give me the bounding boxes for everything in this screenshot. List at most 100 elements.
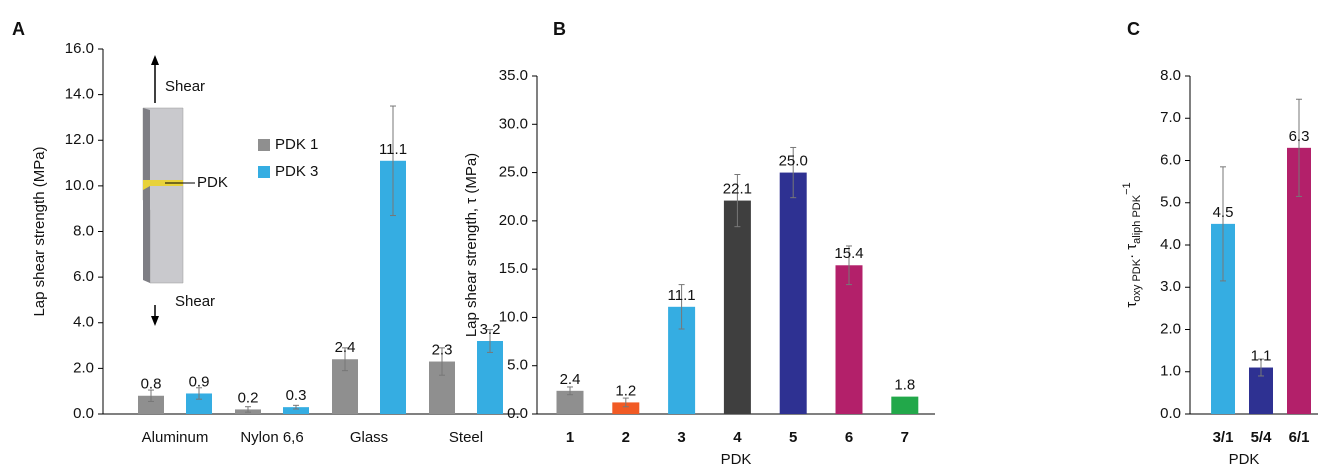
x-tick-label: 4 (733, 429, 742, 446)
error-bar (846, 245, 852, 286)
value-label: 1.2 (615, 382, 636, 399)
value-label: 0.2 (238, 389, 259, 406)
bar (891, 396, 919, 414)
error-bar (567, 386, 573, 396)
y-tick-label: 0.0 (507, 405, 528, 422)
y-axis-label-part: −1 (1121, 182, 1133, 195)
bar (556, 390, 584, 414)
y-tick-label: 8.0 (73, 222, 94, 239)
error-bar (439, 347, 445, 376)
y-tick-label: 16.0 (65, 40, 94, 57)
y-axis-label-part: aliph PDK (1131, 194, 1143, 244)
value-label: 25.0 (779, 153, 808, 170)
bar (477, 341, 503, 414)
y-axis-label: Lap shear strength (MPa) (31, 146, 48, 316)
annotation: PDK (197, 174, 228, 191)
value-label: 11.1 (668, 287, 696, 304)
error-bar (390, 105, 396, 217)
y-tick-label: 12.0 (65, 131, 94, 148)
y-tick-label: 25.0 (499, 164, 528, 181)
y-tick-label: 10.0 (499, 308, 528, 325)
x-tick-label: Nylon 6,6 (240, 429, 303, 446)
x-axis-label: PDK (1229, 451, 1260, 467)
value-label: 11.1 (379, 141, 407, 158)
x-tick-label: Glass (350, 429, 388, 446)
y-tick-label: 20.0 (499, 212, 528, 229)
legend-swatch (258, 166, 270, 178)
annotation: Shear (165, 78, 205, 95)
y-tick-label: 8.0 (1160, 67, 1181, 84)
y-tick-label: 4.0 (73, 314, 94, 331)
bar (723, 200, 751, 414)
x-tick-label: 1 (566, 429, 574, 446)
bar (835, 265, 863, 414)
bar (138, 395, 164, 414)
bar (779, 172, 807, 414)
value-label: 6.3 (1289, 128, 1310, 145)
error-bar (1220, 166, 1226, 282)
y-tick-label: 1.0 (1160, 363, 1181, 380)
value-label: 2.4 (560, 371, 581, 388)
bar (283, 407, 309, 414)
value-label: 2.3 (432, 342, 453, 359)
x-tick-label: Aluminum (142, 429, 209, 446)
x-tick-label: 7 (901, 429, 909, 446)
y-tick-label: 35.0 (499, 67, 528, 84)
error-bar (196, 387, 202, 400)
error-bar (1258, 358, 1264, 377)
annotation: Shear (175, 293, 215, 310)
y-tick-label: 0.0 (1160, 405, 1181, 422)
x-tick-label: Steel (449, 429, 483, 446)
y-tick-label: 3.0 (1160, 278, 1181, 295)
x-tick-label: 2 (622, 429, 630, 446)
y-tick-label: 5.0 (1160, 194, 1181, 211)
panel-label: A (12, 19, 25, 39)
error-bar (622, 397, 629, 408)
x-tick-label: 5/4 (1251, 429, 1273, 446)
value-label: 0.8 (141, 376, 162, 393)
error-bar (245, 406, 251, 413)
y-tick-label: 30.0 (499, 115, 528, 132)
error-bar (148, 389, 154, 402)
y-axis-label: Lap shear strength, τ (MPa) (463, 153, 480, 337)
value-label: 22.1 (723, 181, 752, 198)
inset-illustration (142, 55, 195, 326)
y-axis-label-part: · τ (1123, 244, 1140, 259)
x-tick-label: 3 (677, 429, 685, 446)
value-label: 0.3 (286, 387, 307, 404)
x-axis-label: PDK (721, 451, 752, 467)
x-tick-label: 3/1 (1213, 429, 1234, 446)
value-label: 3.2 (480, 321, 501, 338)
y-tick-label: 15.0 (499, 260, 528, 277)
y-tick-label: 7.0 (1160, 109, 1181, 126)
error-bar (293, 404, 299, 410)
legend-label: PDK 3 (275, 163, 318, 180)
x-tick-label: 6 (845, 429, 853, 446)
value-label: 1.1 (1251, 347, 1272, 364)
legend-swatch (258, 139, 270, 151)
panel-label: B (553, 19, 566, 39)
x-tick-label: 5 (789, 429, 797, 446)
y-tick-label: 2.0 (1160, 320, 1181, 337)
error-bar (734, 174, 741, 228)
bar (612, 402, 640, 414)
y-axis-label-part: oxy PDK (1131, 258, 1143, 301)
value-label: 15.4 (834, 245, 863, 262)
y-tick-label: 5.0 (507, 357, 528, 374)
error-bar (487, 329, 493, 353)
legend-label: PDK 1 (275, 136, 318, 153)
x-tick-label: 6/1 (1289, 429, 1310, 446)
value-label: 0.9 (189, 373, 210, 390)
panel-label: C (1127, 19, 1140, 39)
y-tick-label: 14.0 (65, 86, 94, 103)
value-label: 2.4 (335, 339, 356, 356)
y-tick-label: 0.0 (73, 405, 94, 422)
error-bar (790, 146, 797, 199)
y-tick-label: 10.0 (65, 177, 94, 194)
error-bar (678, 284, 685, 330)
y-tick-label: 4.0 (1160, 236, 1181, 253)
y-tick-label: 2.0 (73, 359, 94, 376)
value-label: 1.8 (894, 377, 915, 394)
bar (186, 393, 212, 414)
